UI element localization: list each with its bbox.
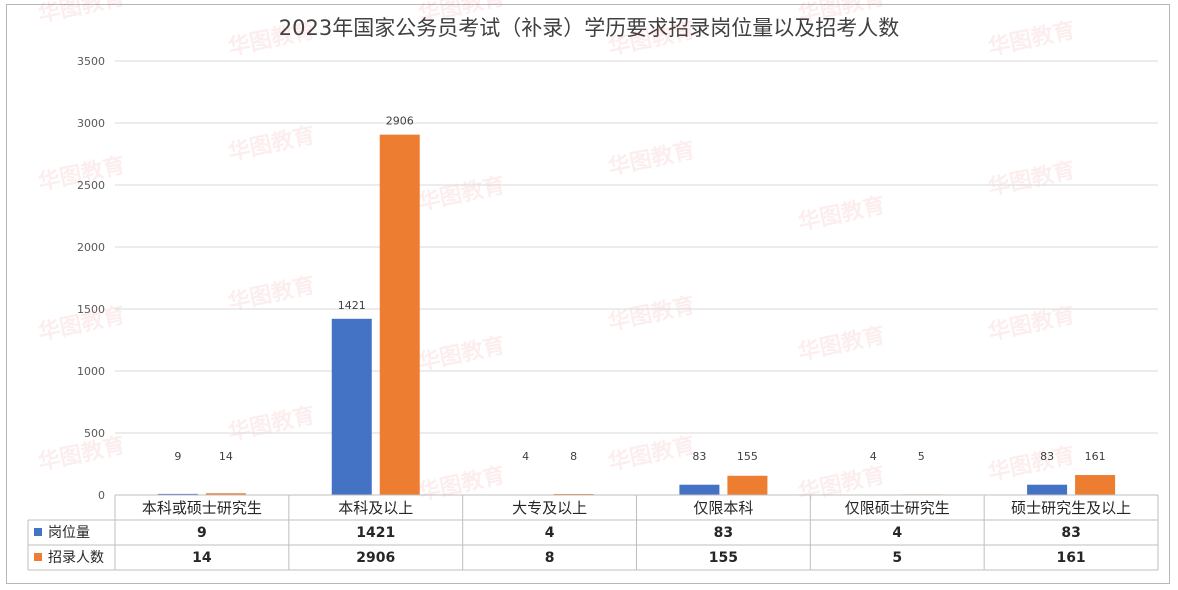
watermark-logo: 华图教育	[796, 0, 887, 28]
legend-label: 岗位量	[48, 525, 90, 541]
category-label: 本科或硕士研究生	[142, 499, 262, 517]
data-label: 4	[870, 450, 877, 463]
watermark-logo: 华图教育	[36, 432, 127, 476]
data-label: 1421	[338, 299, 366, 312]
watermark-logo: 华图教育	[226, 402, 317, 446]
watermark-logo: 华图教育	[606, 432, 697, 476]
y-tick-label: 2500	[77, 179, 105, 192]
data-label: 155	[737, 450, 758, 463]
y-tick-label: 3500	[77, 55, 105, 68]
watermark-logo: 华图教育	[416, 0, 507, 28]
table-cell: 4	[892, 525, 902, 541]
category-label: 大专及以上	[512, 499, 587, 517]
data-label: 83	[692, 450, 706, 463]
watermark-logo: 华图教育	[796, 192, 887, 236]
chart-title: 2023年国家公务员考试（补录）学历要求招录岗位量以及招考人数	[278, 16, 900, 40]
y-tick-label: 0	[98, 489, 105, 502]
watermark-logo: 华图教育	[986, 442, 1077, 486]
category-label: 硕士研究生及以上	[1011, 499, 1131, 517]
y-tick-label: 3000	[77, 117, 105, 130]
watermark-logo: 华图教育	[416, 332, 507, 376]
bar-positions	[157, 493, 198, 495]
category-label: 仅限硕士研究生	[845, 499, 950, 517]
bar-recruits	[205, 493, 246, 495]
table-cell: 8	[545, 550, 555, 566]
watermark-logo: 华图教育	[606, 137, 697, 181]
y-tick-label: 1500	[77, 303, 105, 316]
watermark-logo: 华图教育	[986, 157, 1077, 201]
watermark-logo: 华图教育	[986, 17, 1077, 61]
data-label: 161	[1085, 450, 1106, 463]
watermark-logo: 华图教育	[226, 122, 317, 166]
bar-recruits	[727, 475, 768, 495]
table-cell: 5	[892, 550, 902, 566]
data-label: 8	[570, 450, 577, 463]
data-label: 5	[918, 450, 925, 463]
category-label: 本科及以上	[338, 499, 413, 517]
y-tick-label: 500	[84, 427, 105, 440]
watermark-logo: 华图教育	[606, 292, 697, 336]
watermark-logo: 华图教育	[606, 17, 697, 61]
watermark-logo: 华图教育	[416, 462, 507, 506]
bar-recruits	[1075, 475, 1116, 495]
y-tick-label: 2000	[77, 241, 105, 254]
watermark-logo: 华图教育	[796, 322, 887, 366]
bar-recruits	[379, 134, 420, 495]
category-label: 仅限本科	[693, 499, 753, 517]
bar-positions	[679, 484, 720, 495]
watermark-logo: 华图教育	[226, 17, 317, 61]
table-cell: 83	[1061, 525, 1080, 541]
table-cell: 1421	[356, 525, 395, 541]
table-cell: 9	[197, 525, 207, 541]
legend-label: 招录人数	[48, 550, 104, 566]
chart-frame	[6, 4, 1170, 584]
data-label: 83	[1040, 450, 1054, 463]
legend-swatch	[34, 528, 42, 536]
legend-swatch	[34, 553, 42, 561]
y-tick-label: 1000	[77, 365, 105, 378]
table-cell: 14	[192, 550, 212, 566]
table-cell: 2906	[356, 550, 395, 566]
data-label: 9	[174, 450, 181, 463]
table-cell: 4	[545, 525, 555, 541]
data-label: 14	[219, 450, 233, 463]
watermark-logo: 华图教育	[36, 0, 127, 28]
table-cell: 83	[714, 525, 733, 541]
data-label: 4	[522, 450, 529, 463]
data-label: 2906	[386, 115, 414, 128]
table-cell: 161	[1056, 550, 1085, 566]
bar-positions	[1027, 484, 1068, 495]
watermark-logo: 华图教育	[416, 172, 507, 216]
bar-positions	[331, 318, 372, 495]
table-cell: 155	[709, 550, 738, 566]
